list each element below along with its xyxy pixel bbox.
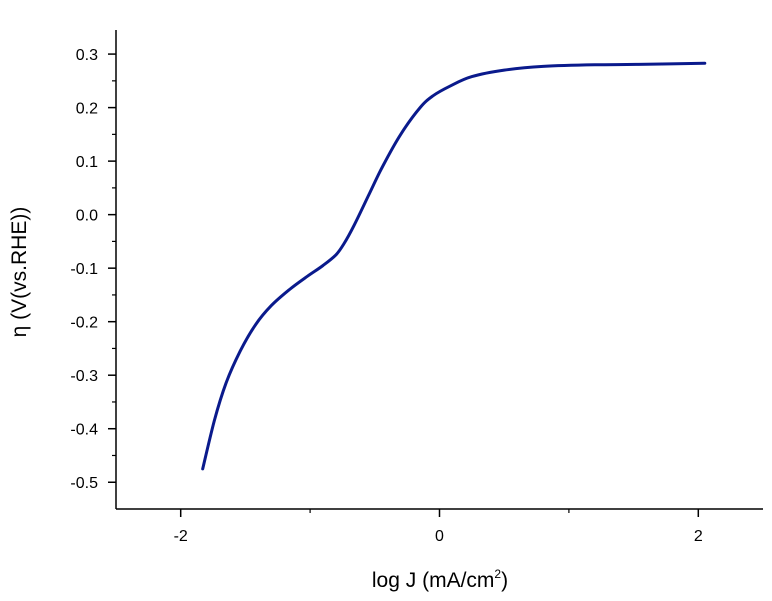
y-tick-label: 0.1 <box>76 154 98 171</box>
y-tick-label: -0.5 <box>70 475 98 492</box>
x-axis-title-main: log J (mA/cm <box>372 569 495 592</box>
y-tick-label: 0.3 <box>76 47 98 64</box>
series-line <box>201 61 707 471</box>
y-axis-ticks: 0.3 0.2 0.1 0.0 -0.1 -0.2 -0.3 -0.4 -0.5 <box>70 47 116 492</box>
x-tick-label: 2 <box>694 528 703 545</box>
series-layer <box>201 61 707 471</box>
y-tick-label: 0.0 <box>76 208 98 225</box>
x-axis-title: log J (mA/cm2) <box>372 567 508 592</box>
y-axis-title: η (V(vs.RHE)) <box>8 207 31 338</box>
x-tick-label: -2 <box>174 528 188 545</box>
y-tick-label: -0.1 <box>70 261 98 278</box>
x-axis-title-end: ) <box>501 569 508 592</box>
y-tick-label: -0.4 <box>70 422 98 439</box>
y-tick-label: -0.2 <box>70 315 98 332</box>
x-axis-ticks: -2 0 2 <box>174 509 703 545</box>
y-tick-label: -0.3 <box>70 368 98 385</box>
y-tick-label: 0.2 <box>76 101 98 118</box>
x-tick-label: 0 <box>435 528 444 545</box>
x-axis-title-superscript: 2 <box>494 567 501 581</box>
